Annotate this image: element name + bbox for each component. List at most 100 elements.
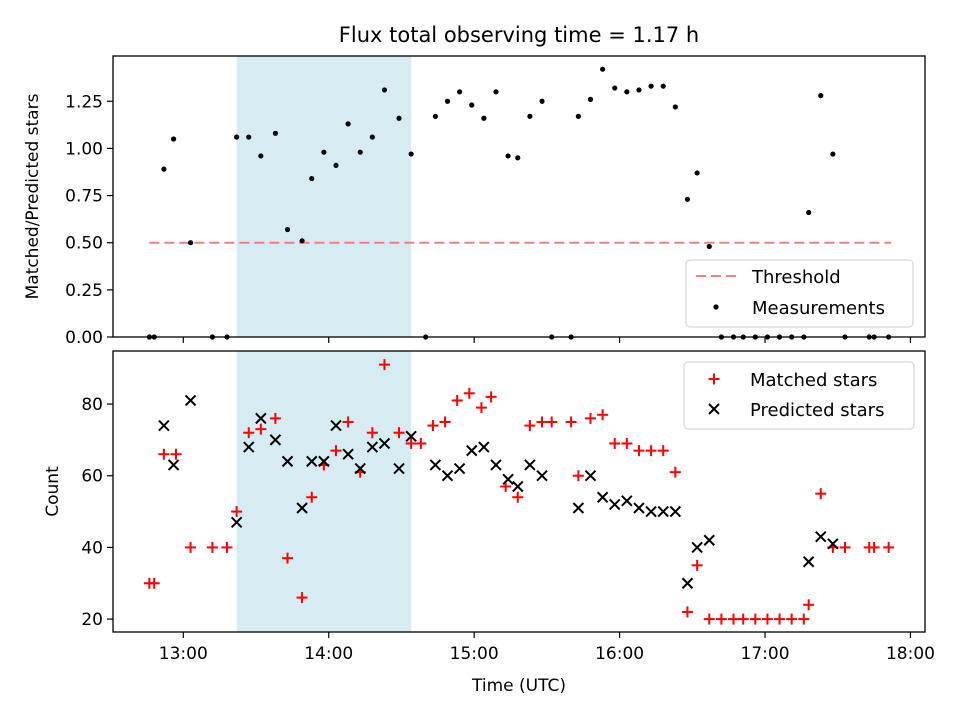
matched-stars-point xyxy=(597,409,609,421)
measurement-point xyxy=(170,136,177,142)
measurement-point xyxy=(660,83,666,89)
legend-predicted-swatch xyxy=(708,403,720,415)
measurement-point xyxy=(246,134,252,140)
predicted-stars-point xyxy=(657,505,669,518)
measurement-point xyxy=(600,66,606,72)
y-tick-label: 1.00 xyxy=(65,139,103,159)
measurement-point xyxy=(806,209,812,216)
measurement-point xyxy=(444,98,451,104)
matched-stars-point xyxy=(761,613,773,625)
x-tick-label: 14:00 xyxy=(304,644,353,664)
matched-stars-point xyxy=(393,427,405,439)
matched-stars-point xyxy=(621,437,633,449)
measurement-point xyxy=(830,151,836,157)
matched-stars-point xyxy=(681,606,693,618)
matched-stars-point xyxy=(405,437,417,449)
measurement-point xyxy=(684,196,691,202)
legend-measurement-label: Measurements xyxy=(752,298,885,319)
predicted-stars-point xyxy=(802,556,815,568)
matched-stars-point xyxy=(485,391,497,403)
matched-stars-point xyxy=(439,416,451,428)
matched-stars-point xyxy=(536,416,548,428)
measurement-point xyxy=(432,113,438,119)
predicted-stars-point xyxy=(827,538,839,550)
matched-stars-point xyxy=(206,541,218,553)
measurement-point xyxy=(694,170,700,176)
predicted-stars-point xyxy=(393,462,405,475)
matched-stars-point xyxy=(657,445,669,457)
matched-stars-point xyxy=(269,412,281,424)
observing-span-shade xyxy=(236,351,412,632)
matched-stars-point xyxy=(815,488,827,500)
ratio-x-ticks xyxy=(182,337,912,343)
predicted-stars-point xyxy=(466,444,478,457)
matched-stars-point xyxy=(221,541,233,553)
matched-stars-point xyxy=(342,416,354,428)
x-tick-label: 17:00 xyxy=(741,644,790,664)
matched-stars-point xyxy=(330,445,342,457)
measurement-point xyxy=(539,98,545,104)
matched-stars-point xyxy=(366,427,378,439)
measurement-point xyxy=(515,155,521,161)
matched-stars-point xyxy=(185,541,197,553)
matched-stars-point xyxy=(524,420,536,432)
predicted-stars-point xyxy=(645,505,657,518)
measurement-points xyxy=(146,66,892,340)
predicted-stars-point xyxy=(691,541,703,554)
ratio-legend-box xyxy=(685,259,914,328)
count-panel-frame xyxy=(112,350,926,633)
predicted-stars-point xyxy=(584,470,597,482)
measurement-point xyxy=(357,149,363,155)
matched-stars-point xyxy=(839,541,851,553)
predicted-stars-point xyxy=(703,534,715,546)
measurement-point xyxy=(587,96,594,102)
predicted-stars-point xyxy=(596,491,609,503)
measurement-point xyxy=(527,113,533,119)
measurement-point xyxy=(309,175,315,182)
y-tick-label: 0.00 xyxy=(65,328,103,348)
y-tick-label: 0.25 xyxy=(65,281,103,301)
measurement-point xyxy=(272,130,278,136)
y-tick-label: 0.75 xyxy=(65,187,103,207)
measurement-point xyxy=(299,238,305,244)
measurement-point xyxy=(258,153,264,159)
predicted-stars-point xyxy=(815,530,827,543)
measurement-point xyxy=(481,115,487,121)
predicted-stars-point xyxy=(330,419,342,432)
measurement-point xyxy=(612,85,618,91)
predicted-stars-point xyxy=(405,430,417,443)
count-points xyxy=(143,359,895,625)
matched-stars-point xyxy=(715,613,727,625)
matched-stars-point xyxy=(585,412,597,424)
matched-stars-point xyxy=(883,541,895,553)
measurement-point xyxy=(493,89,499,95)
measurement-point xyxy=(818,93,824,99)
measurement-point xyxy=(345,121,351,127)
measurement-point xyxy=(648,83,654,89)
matched-stars-point xyxy=(255,423,267,435)
matched-stars-point xyxy=(669,466,681,478)
predicted-stars-point xyxy=(512,480,524,493)
matched-stars-point xyxy=(572,470,584,482)
legend-threshold-label: Threshold xyxy=(751,267,841,288)
predicted-stars-point xyxy=(281,455,294,468)
matched-stars-point xyxy=(306,491,318,503)
matched-stars-point xyxy=(737,613,749,625)
count-legend: Matched stars Predicted stars xyxy=(683,361,915,430)
legend-predicted-label: Predicted stars xyxy=(750,400,884,421)
predicted-stars-point xyxy=(453,462,466,475)
measurement-point xyxy=(234,134,240,140)
y-tick-label: 40 xyxy=(81,538,103,558)
matched-stars-point xyxy=(691,559,703,571)
matched-stars-point xyxy=(786,613,798,625)
legend-matched-swatch xyxy=(708,373,720,385)
matched-stars-point xyxy=(427,420,439,432)
measurement-point xyxy=(672,104,678,110)
matched-stars-point xyxy=(798,613,810,625)
y-tick-label: 80 xyxy=(81,395,103,415)
ratio-y-ticks: 0.00 0.25 0.50 0.75 1.00 1.25 xyxy=(65,92,113,348)
figure-title: Flux total observing time = 1.17 h xyxy=(339,23,699,47)
legend-matched-label: Matched stars xyxy=(750,370,877,391)
